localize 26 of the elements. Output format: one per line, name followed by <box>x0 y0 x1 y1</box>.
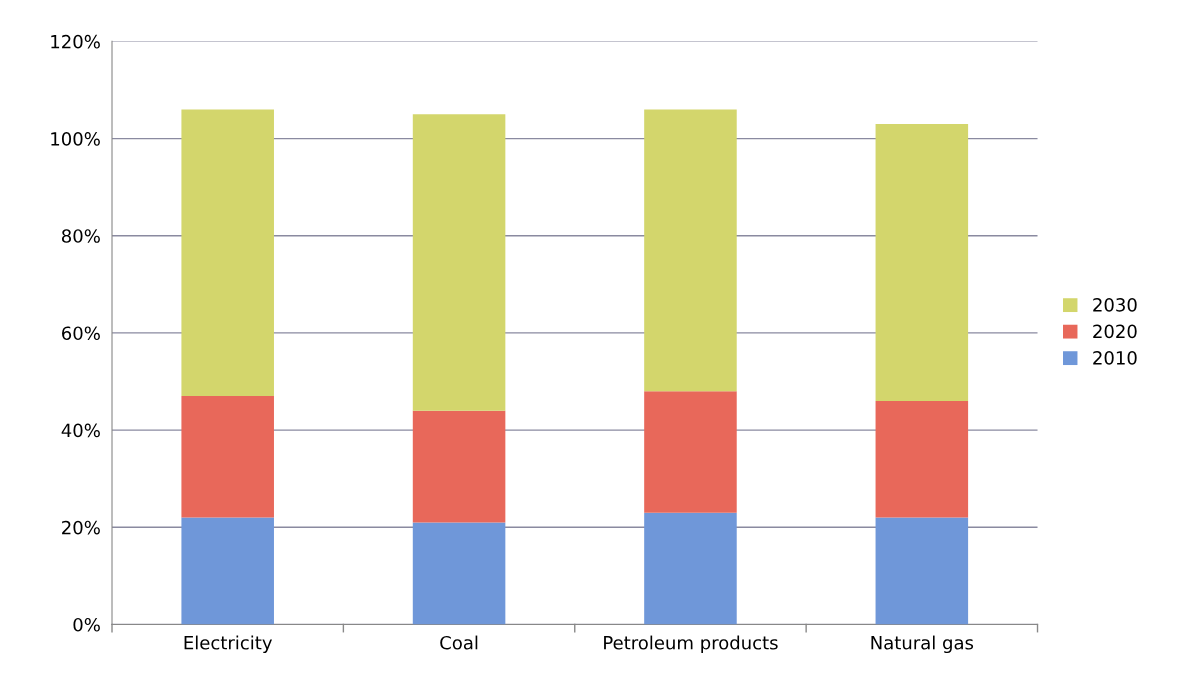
bar <box>644 109 737 392</box>
y-tick-label: 0% <box>73 617 100 632</box>
bar <box>644 512 737 625</box>
x-tick-label: Coal <box>440 635 478 650</box>
x-tick-label: Electricity <box>184 635 272 654</box>
legend-label: 2020 <box>1093 324 1137 339</box>
bar <box>412 410 506 523</box>
legend-label: 2030 <box>1093 298 1137 312</box>
y-tick-label: 40% <box>61 423 100 438</box>
y-tick-label: 120% <box>51 34 100 49</box>
y-tick-label: 60% <box>62 326 100 341</box>
bar <box>412 522 506 625</box>
bar <box>181 396 274 518</box>
bar <box>875 517 969 625</box>
x-tick-label: Petroleum products <box>604 635 778 654</box>
bar <box>875 124 969 401</box>
legend-label: 2010 <box>1093 351 1137 365</box>
y-tick-label: 80% <box>61 229 100 243</box>
y-tick-label: 100% <box>51 132 100 146</box>
x-tick-label: Natural gas <box>871 635 974 654</box>
bar <box>644 391 737 513</box>
y-tick-label: 20% <box>62 520 100 535</box>
bar <box>875 400 969 518</box>
bar <box>181 517 274 625</box>
bar <box>412 114 506 411</box>
bar <box>181 109 274 397</box>
